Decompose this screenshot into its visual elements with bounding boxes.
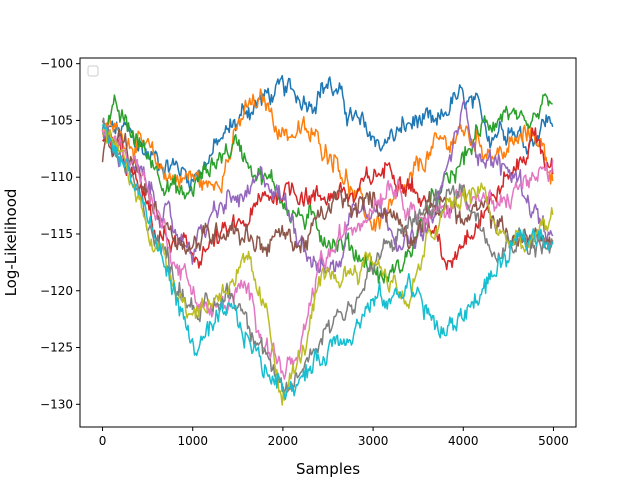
y-tick-label: −120 bbox=[40, 284, 73, 298]
y-axis-label: Log-Likelihood bbox=[2, 189, 20, 297]
series-line-8 bbox=[101, 117, 554, 395]
y-tick-label: −105 bbox=[40, 113, 73, 127]
series-layer bbox=[101, 74, 554, 406]
y-axis-ticks: −100 −105 −110 −115 −120 −125 −130 bbox=[40, 57, 80, 411]
y-tick-label: −130 bbox=[40, 397, 73, 411]
y-tick-label: −115 bbox=[40, 227, 73, 241]
x-tick-label: 0 bbox=[99, 434, 107, 448]
y-tick-label: −125 bbox=[40, 341, 73, 355]
x-tick-label: 2000 bbox=[268, 434, 299, 448]
x-axis-label: Samples bbox=[296, 460, 360, 478]
series-line-1 bbox=[101, 74, 554, 192]
x-tick-label: 5000 bbox=[538, 434, 569, 448]
series-line-6 bbox=[101, 130, 554, 258]
series-line-5 bbox=[101, 99, 554, 274]
x-tick-label: 1000 bbox=[177, 434, 208, 448]
plot-frame bbox=[79, 57, 577, 428]
legend-box bbox=[87, 65, 99, 77]
x-axis-ticks: 0 1000 2000 3000 4000 5000 bbox=[99, 427, 569, 448]
y-tick-label: −100 bbox=[40, 57, 73, 71]
y-tick-label: −110 bbox=[40, 170, 73, 184]
series-line-10 bbox=[101, 123, 554, 400]
x-tick-label: 3000 bbox=[358, 434, 389, 448]
x-tick-label: 4000 bbox=[448, 434, 479, 448]
series-line-3 bbox=[101, 93, 553, 284]
